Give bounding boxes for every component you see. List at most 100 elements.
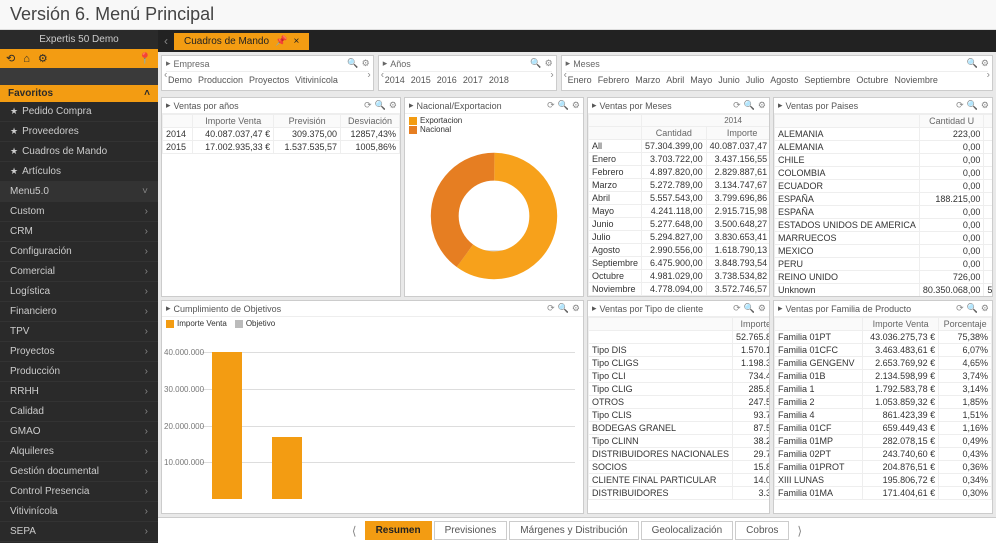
sidebar-menu-item[interactable]: Custom› (0, 202, 158, 222)
expand-icon[interactable]: ▸ (166, 58, 171, 69)
arrow-right-icon[interactable]: › (987, 70, 990, 81)
panel-gear-icon[interactable]: ⚙ (981, 100, 989, 111)
menu-header[interactable]: Menu5.0 ˅ (0, 182, 158, 202)
panel-refresh-icon[interactable]: ⟳ (733, 100, 741, 111)
sidebar-menu-item[interactable]: Configuración› (0, 242, 158, 262)
panel-search-icon[interactable]: 🔍 (558, 303, 569, 314)
filter-item[interactable]: Marzo (635, 75, 660, 85)
filter-search-icon[interactable]: 🔍 (967, 58, 978, 69)
sidebar-search-input[interactable] (0, 68, 158, 85)
sidebar-menu-item[interactable]: Control Presencia› (0, 482, 158, 502)
pin-icon[interactable]: 📍 (138, 52, 152, 65)
filter-search-icon[interactable]: 🔍 (530, 58, 541, 69)
bottom-tab[interactable]: Geolocalización (641, 521, 734, 540)
filter-item[interactable]: Proyectos (249, 75, 289, 85)
filter-item[interactable]: Febrero (598, 75, 630, 85)
arrow-left-icon[interactable]: ‹ (381, 70, 384, 81)
sidebar-menu-item[interactable]: RRHH› (0, 382, 158, 402)
arrow-left-icon[interactable]: ‹ (564, 70, 567, 81)
bottom-nav-left[interactable]: ⟨ (346, 524, 363, 538)
panel-refresh-icon[interactable]: ⟳ (547, 303, 555, 314)
sidebar-menu-item[interactable]: GMAO› (0, 422, 158, 442)
panel-search-icon[interactable]: 🔍 (744, 303, 755, 314)
filter-item[interactable]: Abril (666, 75, 684, 85)
favorites-header[interactable]: Favoritos ˄ (0, 85, 158, 102)
filter-search-icon[interactable]: 🔍 (347, 58, 358, 69)
filter-item[interactable]: Octubre (856, 75, 888, 85)
expand-icon[interactable]: ▸ (566, 58, 571, 69)
expand-icon[interactable]: ▸ (166, 100, 171, 111)
expand-icon[interactable]: ▸ (166, 303, 171, 314)
panel-search-icon[interactable]: 🔍 (558, 100, 569, 111)
filter-item[interactable]: 2018 (489, 75, 509, 85)
tab-pin-icon[interactable]: 📌 (275, 36, 287, 47)
sidebar-menu-item[interactable]: Vitivinícola› (0, 502, 158, 522)
panel-refresh-icon[interactable]: ⟳ (547, 100, 555, 111)
panel-gear-icon[interactable]: ⚙ (389, 100, 397, 111)
sidebar-menu-item[interactable]: Comercial› (0, 262, 158, 282)
arrow-right-icon[interactable]: › (550, 70, 553, 81)
sidebar-menu-item[interactable]: SEPA› (0, 522, 158, 542)
filter-item[interactable]: Demo (168, 75, 192, 85)
sidebar-menu-item[interactable]: TPV› (0, 322, 158, 342)
sidebar-fav-item[interactable]: ★Proveedores (0, 122, 158, 142)
panel-gear-icon[interactable]: ⚙ (981, 303, 989, 314)
sidebar-menu-item[interactable]: Logística› (0, 282, 158, 302)
sidebar-menu-item[interactable]: Financiero› (0, 302, 158, 322)
home-icon[interactable]: ⌂ (23, 53, 30, 65)
gear-icon[interactable]: ⚙ (38, 52, 48, 65)
sidebar-menu-item[interactable]: Alquileres› (0, 442, 158, 462)
filter-item[interactable]: Agosto (770, 75, 798, 85)
filter-item[interactable]: 2014 (385, 75, 405, 85)
sidebar-fav-item[interactable]: ★Cuadros de Mando (0, 142, 158, 162)
panel-search-icon[interactable]: 🔍 (744, 100, 755, 111)
panel-search-icon[interactable]: 🔍 (967, 303, 978, 314)
panel-search-icon[interactable]: 🔍 (967, 100, 978, 111)
sidebar-menu-item[interactable]: Calidad› (0, 402, 158, 422)
filter-item[interactable]: 2017 (463, 75, 483, 85)
bottom-tab[interactable]: Previsiones (434, 521, 508, 540)
expand-icon[interactable]: ▸ (409, 100, 414, 111)
expand-icon[interactable]: ▸ (778, 100, 783, 111)
bottom-nav-right[interactable]: ⟩ (791, 524, 808, 538)
panel-refresh-icon[interactable]: ⟳ (956, 100, 964, 111)
tab-close-icon[interactable]: × (294, 36, 300, 47)
expand-icon[interactable]: ▸ (592, 100, 597, 111)
panel-gear-icon[interactable]: ⚙ (758, 100, 766, 111)
sidebar-menu-item[interactable]: Producción› (0, 362, 158, 382)
sidebar-fav-item[interactable]: ★Artículos (0, 162, 158, 182)
arrow-right-icon[interactable]: › (367, 70, 370, 81)
sidebar-menu-item[interactable]: Gestión documental› (0, 462, 158, 482)
filter-item[interactable]: Noviembre (894, 75, 938, 85)
bottom-tab[interactable]: Cobros (735, 521, 789, 540)
expand-icon[interactable]: ▸ (778, 303, 783, 314)
expand-icon[interactable]: ▸ (592, 303, 597, 314)
panel-gear-icon[interactable]: ⚙ (758, 303, 766, 314)
filter-item[interactable]: Enero (568, 75, 592, 85)
sidebar-menu-item[interactable]: CRM› (0, 222, 158, 242)
filter-gear-icon[interactable]: ⚙ (981, 58, 989, 69)
panel-refresh-icon[interactable]: ⟳ (364, 100, 372, 111)
filter-item[interactable]: Julio (746, 75, 765, 85)
sidebar-fav-item[interactable]: ★Pedido Compra (0, 102, 158, 122)
filter-item[interactable]: Vitivinícola (295, 75, 338, 85)
back-icon[interactable]: ⟲ (6, 52, 15, 65)
tab-nav-left[interactable]: ‹ (158, 34, 174, 48)
sidebar-menu-item[interactable]: Proyectos› (0, 342, 158, 362)
panel-refresh-icon[interactable]: ⟳ (733, 303, 741, 314)
filter-item[interactable]: 2015 (411, 75, 431, 85)
bottom-tab[interactable]: Márgenes y Distribución (509, 521, 638, 540)
panel-gear-icon[interactable]: ⚙ (572, 303, 580, 314)
expand-icon[interactable]: ▸ (383, 58, 388, 69)
bottom-tab[interactable]: Resumen (365, 521, 432, 540)
panel-search-icon[interactable]: 🔍 (375, 100, 386, 111)
filter-item[interactable]: Junio (718, 75, 740, 85)
filter-item[interactable]: Mayo (690, 75, 712, 85)
arrow-left-icon[interactable]: ‹ (164, 70, 167, 81)
filter-item[interactable]: Produccion (198, 75, 243, 85)
filter-item[interactable]: 2016 (437, 75, 457, 85)
panel-gear-icon[interactable]: ⚙ (572, 100, 580, 111)
filter-item[interactable]: Septiembre (804, 75, 850, 85)
filter-gear-icon[interactable]: ⚙ (545, 58, 553, 69)
panel-refresh-icon[interactable]: ⟳ (956, 303, 964, 314)
